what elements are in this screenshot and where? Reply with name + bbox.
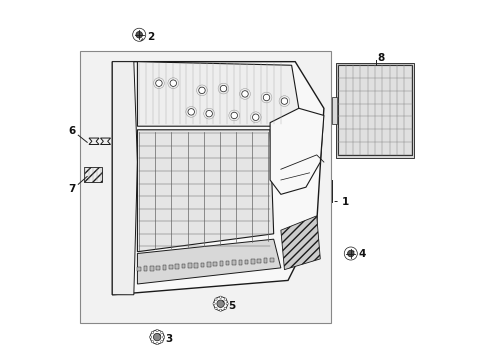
Bar bbox=[156, 266, 160, 270]
Bar bbox=[213, 262, 217, 266]
Bar bbox=[80, 51, 331, 323]
Circle shape bbox=[136, 31, 143, 38]
Circle shape bbox=[149, 336, 152, 338]
Circle shape bbox=[220, 296, 222, 298]
Bar bbox=[257, 259, 261, 263]
Polygon shape bbox=[137, 62, 299, 126]
Polygon shape bbox=[100, 138, 111, 144]
Circle shape bbox=[224, 298, 226, 300]
Bar bbox=[245, 260, 248, 264]
Polygon shape bbox=[112, 62, 137, 295]
Text: 3: 3 bbox=[166, 333, 172, 343]
Circle shape bbox=[281, 98, 288, 104]
Circle shape bbox=[263, 94, 270, 101]
Text: 1: 1 bbox=[342, 197, 349, 207]
Circle shape bbox=[188, 109, 195, 115]
Circle shape bbox=[161, 331, 163, 334]
Bar bbox=[84, 167, 102, 182]
Circle shape bbox=[252, 114, 259, 121]
Circle shape bbox=[150, 330, 164, 344]
Bar bbox=[251, 259, 255, 264]
Circle shape bbox=[242, 91, 248, 97]
Circle shape bbox=[170, 80, 176, 86]
Bar bbox=[144, 266, 147, 271]
Bar bbox=[264, 258, 268, 263]
Circle shape bbox=[220, 85, 227, 92]
Text: 4: 4 bbox=[358, 249, 366, 259]
Circle shape bbox=[161, 341, 163, 343]
Bar bbox=[338, 65, 412, 155]
Circle shape bbox=[151, 331, 154, 334]
Text: 2: 2 bbox=[147, 32, 155, 41]
Text: 7: 7 bbox=[69, 184, 76, 194]
Circle shape bbox=[163, 336, 165, 338]
Circle shape bbox=[156, 342, 158, 345]
Circle shape bbox=[213, 302, 215, 305]
Circle shape bbox=[214, 297, 228, 311]
Circle shape bbox=[231, 112, 238, 119]
Polygon shape bbox=[281, 216, 320, 270]
Bar bbox=[169, 265, 172, 269]
Bar bbox=[232, 260, 236, 265]
Circle shape bbox=[226, 302, 228, 305]
Bar bbox=[270, 258, 274, 262]
Circle shape bbox=[224, 307, 226, 310]
Text: 6: 6 bbox=[69, 126, 76, 135]
Polygon shape bbox=[137, 130, 274, 252]
Circle shape bbox=[347, 250, 354, 257]
Circle shape bbox=[220, 309, 222, 311]
Circle shape bbox=[215, 307, 217, 310]
Circle shape bbox=[217, 300, 224, 307]
Polygon shape bbox=[112, 62, 324, 295]
Polygon shape bbox=[89, 138, 99, 144]
Circle shape bbox=[199, 87, 205, 94]
Bar bbox=[220, 261, 223, 266]
Bar bbox=[163, 265, 166, 270]
Bar bbox=[182, 264, 185, 269]
Circle shape bbox=[215, 298, 217, 300]
Bar bbox=[332, 96, 337, 123]
Bar bbox=[200, 262, 204, 267]
Bar bbox=[194, 263, 198, 267]
Text: 8: 8 bbox=[378, 53, 385, 63]
Bar bbox=[337, 63, 414, 158]
Polygon shape bbox=[270, 108, 324, 194]
Bar bbox=[239, 260, 242, 265]
Circle shape bbox=[153, 333, 161, 341]
Circle shape bbox=[151, 341, 154, 343]
Circle shape bbox=[206, 111, 212, 117]
Text: 5: 5 bbox=[228, 301, 236, 311]
Bar bbox=[175, 264, 179, 269]
Circle shape bbox=[156, 329, 158, 332]
Bar bbox=[150, 266, 154, 271]
Bar bbox=[226, 261, 229, 265]
Circle shape bbox=[156, 80, 162, 86]
Bar bbox=[137, 267, 141, 271]
Polygon shape bbox=[137, 239, 281, 284]
Bar bbox=[188, 264, 192, 268]
Bar bbox=[207, 262, 211, 267]
